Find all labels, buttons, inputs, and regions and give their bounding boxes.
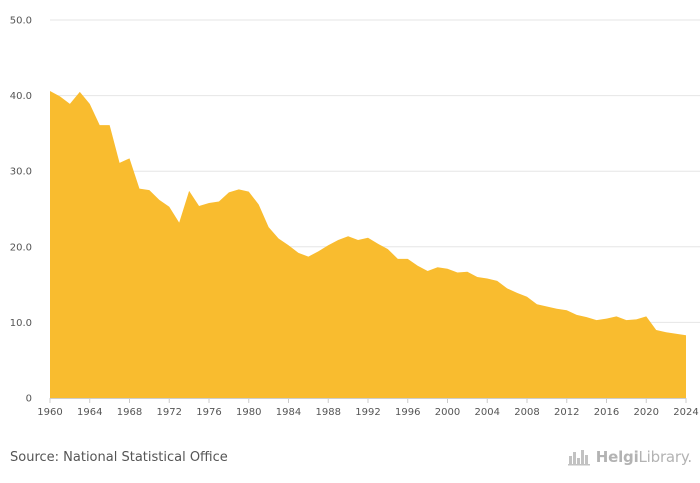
x-tick-label: 1992 <box>355 407 380 418</box>
area-chart: 010.020.030.040.050.0 1960 1964 1968 1972 19… <box>10 16 700 418</box>
y-tick-label: 30.0 <box>10 167 32 178</box>
brand-name-part2: Library. <box>638 448 693 466</box>
x-tick-label: 1988 <box>316 407 341 418</box>
y-tick-label: 20.0 <box>10 242 32 253</box>
x-tick-label: 1976 <box>196 407 221 418</box>
x-tick-label: 2000 <box>435 407 460 418</box>
x-axis: 1960 1964 1968 1972 1976 1980 1984 1988 1992 1996… <box>37 398 699 418</box>
y-tick-label: 40.0 <box>10 91 32 102</box>
area-series <box>50 91 686 398</box>
x-tick-label: 2004 <box>475 407 500 418</box>
x-tick-label: 2012 <box>554 407 579 418</box>
source-note: Source: National Statistical Office <box>10 450 228 465</box>
x-tick-label: 1980 <box>236 407 261 418</box>
brand-name-part1: Helgi <box>595 448 639 466</box>
y-tick-label: 0 <box>26 394 32 405</box>
city-skyline-icon <box>567 450 590 466</box>
x-tick-label: 2016 <box>594 407 619 418</box>
x-tick-label: 2020 <box>634 407 659 418</box>
y-tick-label: 10.0 <box>10 318 32 329</box>
helgi-library-logo[interactable]: HelgiLibrary. <box>567 448 692 466</box>
x-tick-label: 1964 <box>77 407 102 418</box>
x-tick-label: 1972 <box>157 407 182 418</box>
x-tick-label: 1960 <box>37 407 62 418</box>
y-axis: 0 10.0 20.0 30.0 40.0 50.0 <box>10 16 32 405</box>
x-tick-label: 1984 <box>276 407 301 418</box>
x-tick-label: 1968 <box>117 407 142 418</box>
y-tick-label: 50.0 <box>10 16 32 27</box>
x-tick-label: 2008 <box>514 407 539 418</box>
x-tick-label: 2024 <box>673 407 698 418</box>
brand-name: HelgiLibrary. <box>596 448 692 466</box>
x-tick-label: 1996 <box>395 407 420 418</box>
